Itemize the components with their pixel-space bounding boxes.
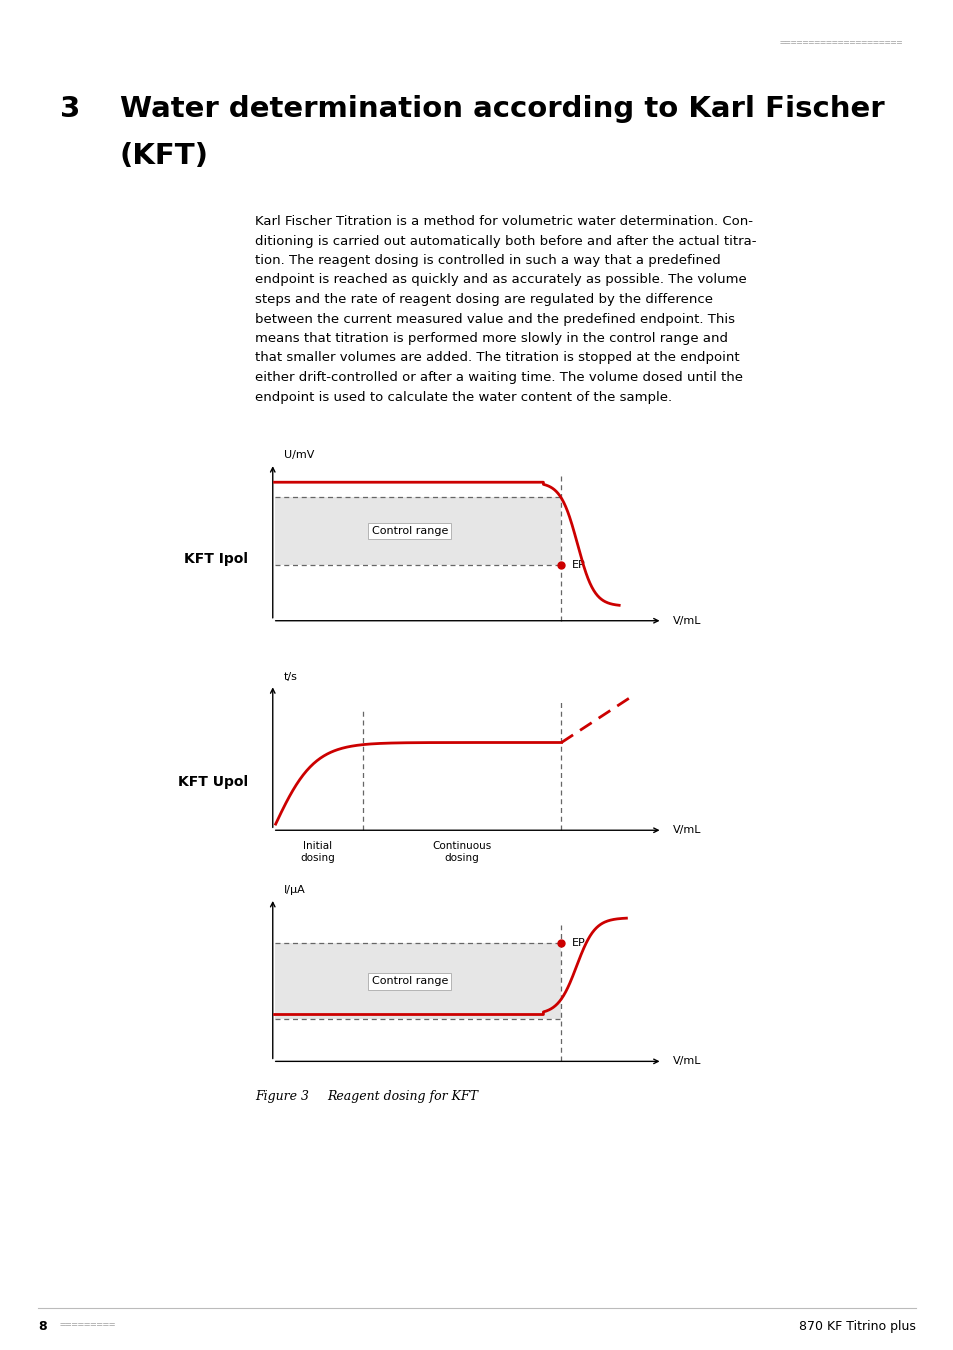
Text: t/s: t/s xyxy=(283,672,297,682)
Text: (KFT): (KFT) xyxy=(120,142,209,170)
Text: Continuous
dosing: Continuous dosing xyxy=(432,841,492,863)
Text: Water determination according to Karl Fischer: Water determination according to Karl Fi… xyxy=(120,95,883,123)
Text: 8: 8 xyxy=(38,1320,47,1332)
Text: Control range: Control range xyxy=(372,526,448,536)
Text: tion. The reagent dosing is controlled in such a way that a predefined: tion. The reagent dosing is controlled i… xyxy=(254,254,720,267)
Text: Figure 3: Figure 3 xyxy=(254,1089,309,1103)
Bar xyxy=(274,497,561,566)
Text: 3: 3 xyxy=(60,95,80,123)
Text: U/mV: U/mV xyxy=(283,451,314,460)
Text: Initial
dosing: Initial dosing xyxy=(300,841,335,863)
Text: steps and the rate of reagent dosing are regulated by the difference: steps and the rate of reagent dosing are… xyxy=(254,293,712,306)
Text: =====================: ===================== xyxy=(780,38,902,49)
Text: Reagent dosing for KFT: Reagent dosing for KFT xyxy=(327,1089,477,1103)
Text: V/mL: V/mL xyxy=(673,825,701,836)
Text: between the current measured value and the predefined endpoint. This: between the current measured value and t… xyxy=(254,312,734,325)
Text: I/μA: I/μA xyxy=(283,886,305,895)
Text: EP: EP xyxy=(572,938,585,949)
Text: ditioning is carried out automatically both before and after the actual titra-: ditioning is carried out automatically b… xyxy=(254,235,756,247)
Text: endpoint is reached as quickly and as accurately as possible. The volume: endpoint is reached as quickly and as ac… xyxy=(254,274,746,286)
Bar xyxy=(274,944,561,1019)
Text: V/mL: V/mL xyxy=(673,1056,701,1066)
Text: V/mL: V/mL xyxy=(673,616,701,626)
Text: KFT Upol: KFT Upol xyxy=(177,775,248,788)
Text: either drift-controlled or after a waiting time. The volume dosed until the: either drift-controlled or after a waiti… xyxy=(254,371,742,383)
Text: Karl Fischer Titration is a method for volumetric water determination. Con-: Karl Fischer Titration is a method for v… xyxy=(254,215,752,228)
Text: means that titration is performed more slowly in the control range and: means that titration is performed more s… xyxy=(254,332,727,346)
Text: =========: ========= xyxy=(60,1320,116,1330)
Text: KFT Ipol: KFT Ipol xyxy=(184,552,248,566)
Text: 870 KF Titrino plus: 870 KF Titrino plus xyxy=(799,1320,915,1332)
Text: that smaller volumes are added. The titration is stopped at the endpoint: that smaller volumes are added. The titr… xyxy=(254,351,739,364)
Text: EP: EP xyxy=(572,560,585,570)
Text: endpoint is used to calculate the water content of the sample.: endpoint is used to calculate the water … xyxy=(254,390,672,404)
Text: Control range: Control range xyxy=(372,976,448,987)
